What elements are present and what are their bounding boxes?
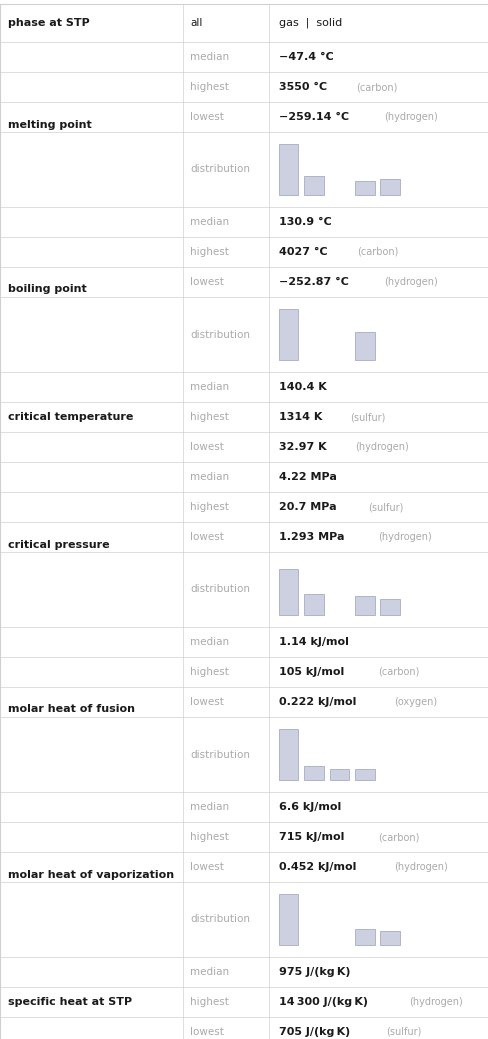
Text: (hydrogen): (hydrogen)	[355, 442, 408, 452]
Text: (hydrogen): (hydrogen)	[384, 277, 437, 287]
Text: (carbon): (carbon)	[378, 832, 419, 842]
Text: 715 kJ/mol: 715 kJ/mol	[278, 832, 355, 842]
Text: all: all	[190, 18, 203, 28]
Text: 0.452 kJ/mol: 0.452 kJ/mol	[278, 862, 367, 872]
Text: (hydrogen): (hydrogen)	[384, 112, 437, 122]
Text: molar heat of vaporization: molar heat of vaporization	[8, 870, 174, 879]
Text: 705 J/(kg K): 705 J/(kg K)	[278, 1027, 361, 1037]
Text: highest: highest	[190, 832, 229, 842]
Text: 32.97 K: 32.97 K	[278, 442, 338, 452]
Bar	[354, 331, 374, 359]
Text: highest: highest	[190, 997, 229, 1007]
Text: median: median	[190, 472, 229, 482]
Text: 1.14 kJ/mol: 1.14 kJ/mol	[278, 637, 360, 647]
Text: boiling point: boiling point	[8, 285, 86, 294]
Text: highest: highest	[190, 412, 229, 422]
Text: 105 kJ/mol: 105 kJ/mol	[278, 667, 355, 677]
Text: 140.4 K: 140.4 K	[278, 382, 338, 392]
Text: lowest: lowest	[190, 112, 224, 122]
Text: median: median	[190, 52, 229, 62]
Text: 1314 K: 1314 K	[278, 412, 333, 422]
Text: highest: highest	[190, 247, 229, 257]
Text: (hydrogen): (hydrogen)	[393, 862, 447, 872]
Text: (sulfur): (sulfur)	[349, 412, 385, 422]
Text: lowest: lowest	[190, 697, 224, 707]
Text: highest: highest	[190, 667, 229, 677]
Text: 1.293 MPa: 1.293 MPa	[278, 532, 355, 542]
Text: lowest: lowest	[190, 277, 224, 287]
Text: molar heat of fusion: molar heat of fusion	[8, 704, 135, 715]
Text: 14 300 J/(kg K): 14 300 J/(kg K)	[278, 997, 379, 1007]
Text: phase at STP: phase at STP	[8, 18, 90, 28]
Text: distribution: distribution	[190, 164, 250, 175]
Bar	[278, 729, 298, 780]
Text: critical pressure: critical pressure	[8, 539, 109, 550]
Bar	[354, 929, 374, 945]
Text: (hydrogen): (hydrogen)	[378, 532, 431, 542]
Text: lowest: lowest	[190, 1027, 224, 1037]
Bar	[380, 931, 399, 945]
Text: (sulfur): (sulfur)	[367, 502, 403, 512]
Text: 4.22 MPa: 4.22 MPa	[278, 472, 348, 482]
Text: gas  |  solid: gas | solid	[278, 18, 342, 28]
Text: (carbon): (carbon)	[356, 247, 397, 257]
Text: highest: highest	[190, 502, 229, 512]
Text: (carbon): (carbon)	[377, 667, 419, 677]
Text: median: median	[190, 217, 229, 227]
Text: (hydrogen): (hydrogen)	[408, 997, 462, 1007]
Bar	[304, 593, 323, 615]
Text: (sulfur): (sulfur)	[385, 1027, 420, 1037]
Text: distribution: distribution	[190, 329, 250, 340]
Text: (oxygen): (oxygen)	[393, 697, 436, 707]
Bar	[304, 766, 323, 780]
Text: lowest: lowest	[190, 862, 224, 872]
Text: median: median	[190, 637, 229, 647]
Bar	[380, 598, 399, 615]
Bar	[354, 181, 374, 195]
Text: 3550 °C: 3550 °C	[278, 82, 338, 92]
Text: −252.87 °C: −252.87 °C	[278, 277, 360, 287]
Text: median: median	[190, 967, 229, 977]
Text: (carbon): (carbon)	[355, 82, 397, 92]
Bar	[278, 894, 298, 945]
Text: median: median	[190, 802, 229, 812]
Text: critical temperature: critical temperature	[8, 412, 133, 422]
Text: highest: highest	[190, 82, 229, 92]
Text: distribution: distribution	[190, 914, 250, 925]
Text: 975 J/(kg K): 975 J/(kg K)	[278, 967, 361, 977]
Text: 6.6 kJ/mol: 6.6 kJ/mol	[278, 802, 352, 812]
Text: median: median	[190, 382, 229, 392]
Text: 130.9 °C: 130.9 °C	[278, 217, 343, 227]
Text: −259.14 °C: −259.14 °C	[278, 112, 360, 122]
Text: distribution: distribution	[190, 749, 250, 760]
Text: −47.4 °C: −47.4 °C	[278, 52, 345, 62]
Bar	[380, 179, 399, 195]
Bar	[304, 176, 323, 195]
Text: lowest: lowest	[190, 442, 224, 452]
Bar	[278, 144, 298, 195]
Bar	[278, 569, 298, 615]
Bar	[354, 769, 374, 780]
Bar	[329, 769, 348, 780]
Text: 0.222 kJ/mol: 0.222 kJ/mol	[278, 697, 367, 707]
Bar	[278, 309, 298, 359]
Bar	[354, 595, 374, 615]
Text: melting point: melting point	[8, 119, 92, 130]
Text: specific heat at STP: specific heat at STP	[8, 997, 132, 1007]
Text: 20.7 MPa: 20.7 MPa	[278, 502, 347, 512]
Text: 4027 °C: 4027 °C	[278, 247, 339, 257]
Text: distribution: distribution	[190, 585, 250, 594]
Text: lowest: lowest	[190, 532, 224, 542]
